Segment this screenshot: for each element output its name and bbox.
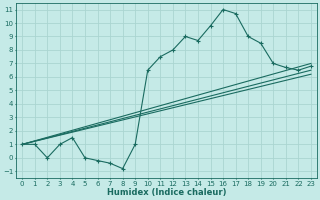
X-axis label: Humidex (Indice chaleur): Humidex (Indice chaleur) xyxy=(107,188,226,197)
